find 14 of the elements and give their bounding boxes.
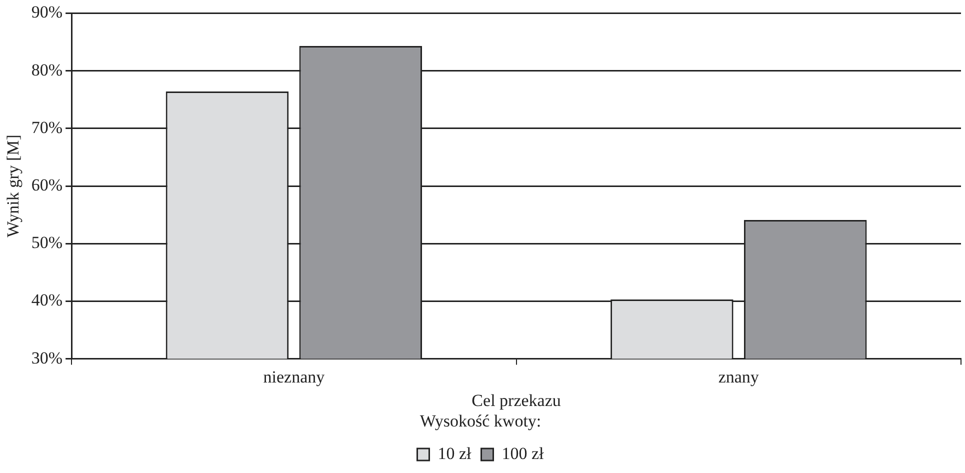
- y-tick-label: 90%: [31, 2, 63, 22]
- x-axis-title: Cel przekazu: [472, 390, 562, 410]
- y-tick-label: 40%: [31, 290, 63, 310]
- legend-label: 10 zł: [438, 444, 472, 463]
- y-tick-label: 30%: [31, 348, 63, 368]
- x-tick-label: nieznany: [263, 367, 326, 386]
- y-tick-label: 80%: [31, 60, 63, 80]
- y-tick-label: 50%: [31, 233, 63, 252]
- y-tick-label: 60%: [31, 175, 63, 194]
- y-tick-label: 70%: [31, 118, 63, 137]
- legend-label: 100 zł: [502, 444, 544, 463]
- y-axis-title: Wynik gry [M]: [4, 134, 23, 238]
- x-tick-label: znany: [718, 367, 760, 386]
- legend-title: Wysokość kwoty:: [420, 412, 542, 431]
